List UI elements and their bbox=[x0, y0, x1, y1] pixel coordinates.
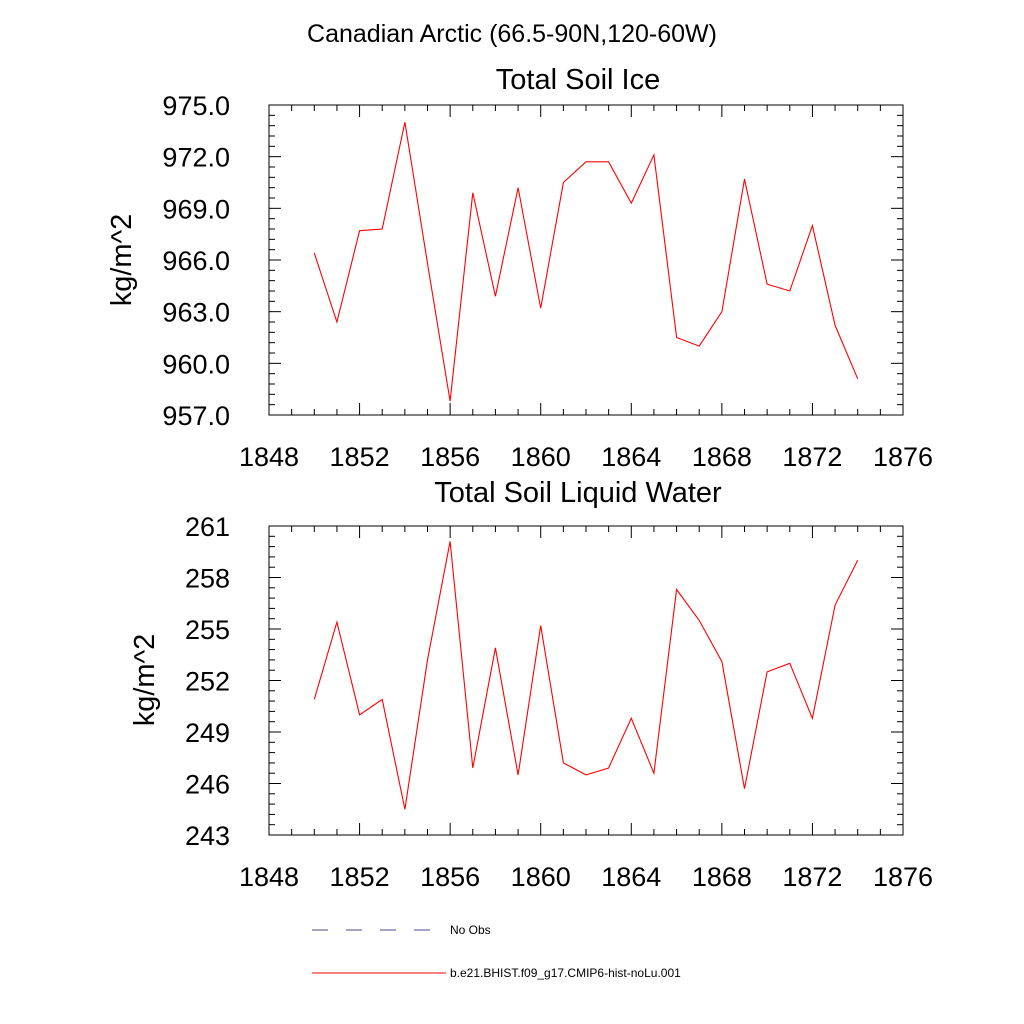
y-axis-label: kg/m^2 bbox=[106, 214, 138, 307]
y-tick-label: 975.0 bbox=[162, 91, 230, 121]
x-tick-label: 1848 bbox=[239, 442, 299, 472]
y-tick-label: 255 bbox=[185, 615, 230, 645]
y-tick-label: 957.0 bbox=[162, 401, 230, 431]
y-tick-label: 246 bbox=[185, 770, 230, 800]
x-tick-label: 1868 bbox=[692, 862, 752, 892]
panel-total-soil-liquid-water: Total Soil Liquid Water kg/m^2 1848 1852 1… bbox=[129, 477, 933, 892]
x-tick-label: 1852 bbox=[330, 442, 390, 472]
y-tick-label: 258 bbox=[185, 564, 230, 594]
y-tick-label: 963.0 bbox=[162, 298, 230, 328]
chart-title: Total Soil Liquid Water bbox=[434, 477, 722, 509]
y-tick-label: 261 bbox=[185, 512, 230, 542]
series-group bbox=[313, 122, 859, 402]
tick-group: 1848 1852 1856 1860 1864 1868 1872 1876 243 246 24… bbox=[185, 512, 933, 892]
y-tick-label: 966.0 bbox=[162, 246, 230, 276]
x-tick-label: 1852 bbox=[330, 862, 390, 892]
legend-label-no-obs: No Obs bbox=[450, 923, 491, 937]
legend: No Obs b.e21.BHIST.f09_g17.CMIP6-hist-no… bbox=[312, 923, 681, 980]
x-tick-label: 1868 bbox=[692, 442, 752, 472]
legend-label-model-run: b.e21.BHIST.f09_g17.CMIP6-hist-noLu.001 bbox=[450, 966, 681, 980]
x-tick-label: 1864 bbox=[601, 442, 661, 472]
x-tick-label: 1856 bbox=[420, 442, 480, 472]
plot-frame bbox=[268, 104, 904, 416]
x-tick-label: 1872 bbox=[782, 862, 842, 892]
x-tick-label: 1856 bbox=[420, 862, 480, 892]
y-tick-label: 972.0 bbox=[162, 143, 230, 173]
y-tick-label: 969.0 bbox=[162, 194, 230, 224]
y-tick-label: 243 bbox=[185, 821, 230, 851]
x-tick-label: 1876 bbox=[873, 862, 933, 892]
y-tick-label: 960.0 bbox=[162, 349, 230, 379]
panel-total-soil-ice: Total Soil Ice kg/m^2 1848 1852 1856 1860 18… bbox=[106, 64, 933, 472]
plot-frame bbox=[268, 525, 904, 836]
tick-group: 1848 1852 1856 1860 1864 1868 1872 1876 957.0 960… bbox=[162, 91, 933, 472]
x-tick-label: 1860 bbox=[511, 862, 571, 892]
x-tick-label: 1864 bbox=[601, 862, 661, 892]
y-tick-label: 249 bbox=[185, 718, 230, 748]
x-tick-label: 1876 bbox=[873, 442, 933, 472]
x-tick-label: 1860 bbox=[511, 442, 571, 472]
series-line bbox=[313, 541, 859, 810]
y-tick-label: 252 bbox=[185, 667, 230, 697]
chart-title: Total Soil Ice bbox=[496, 64, 660, 96]
x-tick-label: 1872 bbox=[782, 442, 842, 472]
series-group bbox=[313, 541, 859, 810]
figure-title: Canadian Arctic (66.5-90N,120-60W) bbox=[307, 20, 717, 48]
x-tick-label: 1848 bbox=[239, 862, 299, 892]
y-axis-label: kg/m^2 bbox=[129, 634, 161, 727]
series-line bbox=[313, 122, 859, 402]
